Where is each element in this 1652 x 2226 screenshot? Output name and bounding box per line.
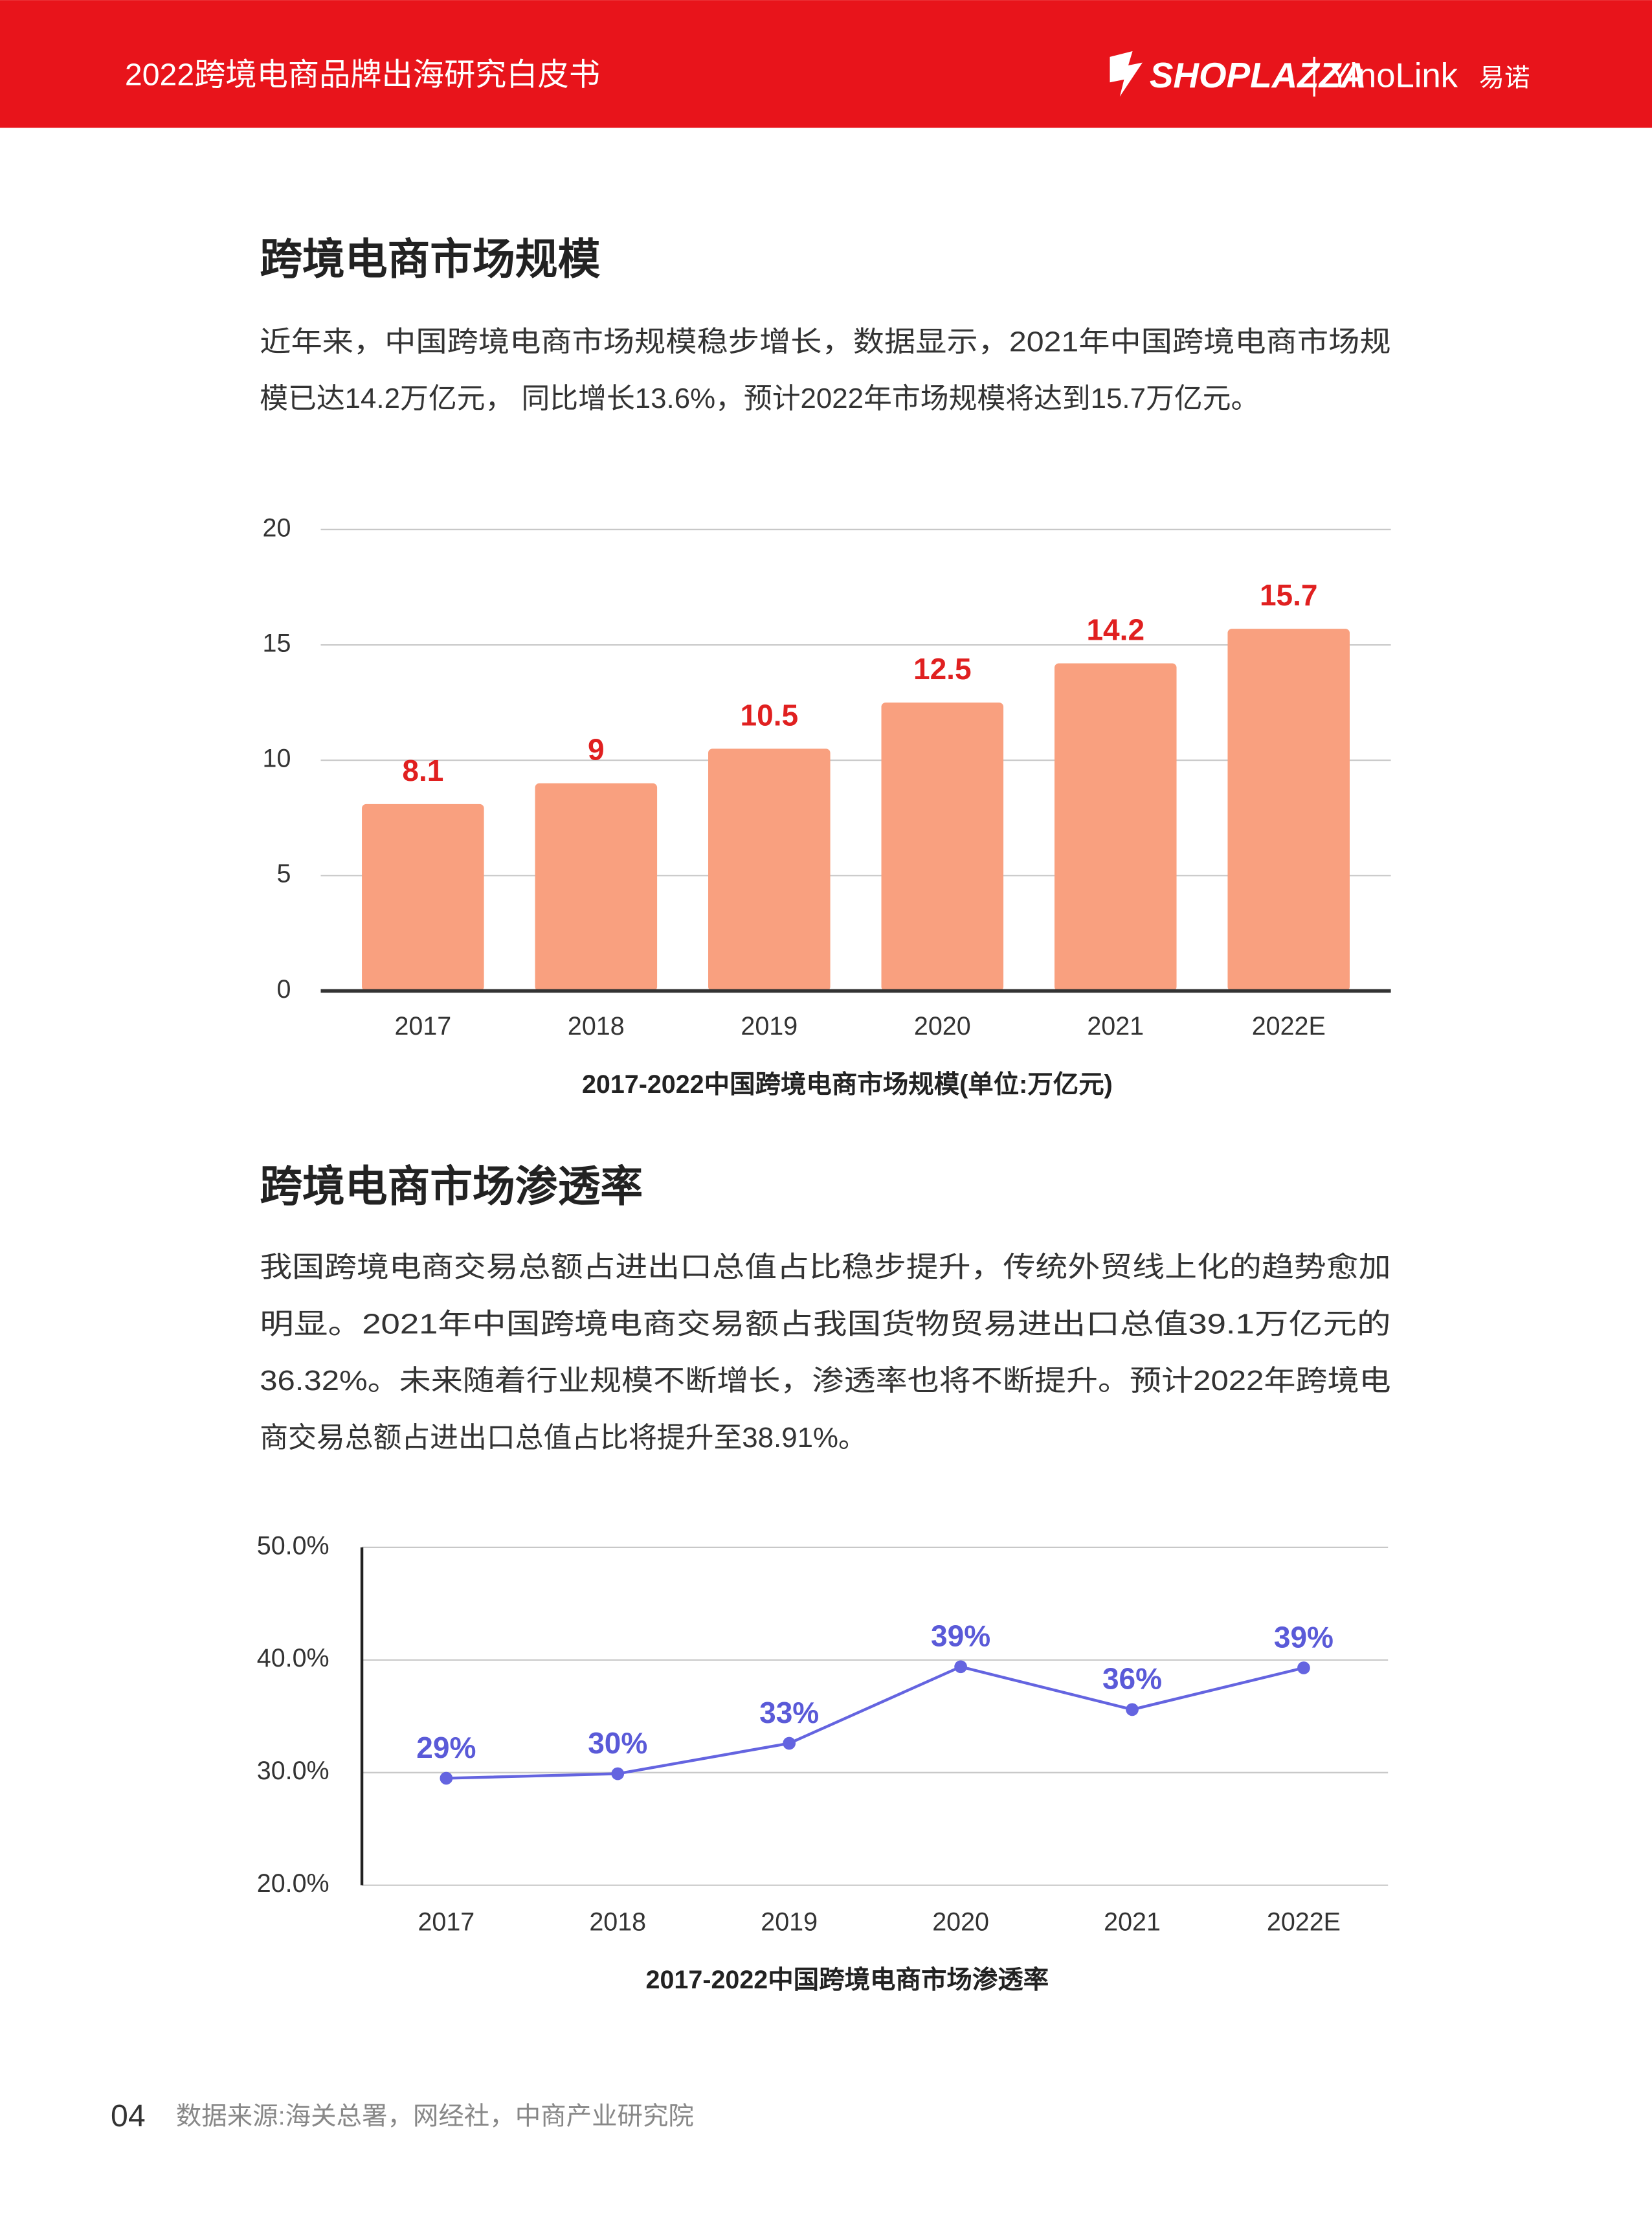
x-tick-label: 2017 xyxy=(418,1907,474,1936)
y-tick-label: 20 xyxy=(263,513,291,542)
x-tick-label: 2022E xyxy=(1252,1012,1326,1040)
section-heading: 跨境电商市场规模 xyxy=(260,235,600,283)
bar xyxy=(881,703,1004,991)
x-tick-label: 2020 xyxy=(932,1907,989,1936)
data-label: 29% xyxy=(416,1731,476,1764)
line-point xyxy=(440,1771,453,1785)
x-tick-label: 2020 xyxy=(914,1012,971,1040)
paragraph-line: 我国跨境电商交易总额占进出口总值占比稳步提升，传统外贸线上化的趋势愈加 xyxy=(260,1252,1390,1283)
bar xyxy=(535,783,658,991)
x-tick-label: 2019 xyxy=(741,1012,798,1040)
data-label: 39% xyxy=(1274,1620,1334,1654)
data-label: 12.5 xyxy=(913,652,972,686)
x-tick-label: 2019 xyxy=(761,1907,818,1936)
x-tick-label: 2021 xyxy=(1104,1907,1161,1936)
bar xyxy=(708,748,831,991)
x-tick-label: 2018 xyxy=(589,1907,646,1936)
header-bar xyxy=(0,0,1652,128)
data-label: 33% xyxy=(759,1696,819,1729)
bar xyxy=(1054,663,1177,991)
data-label: 10.5 xyxy=(741,698,799,732)
chart-caption: 2017-2022中国跨境电商市场规模(单位:万亿元) xyxy=(582,1070,1113,1099)
line-point xyxy=(783,1737,796,1750)
y-tick-label: 20.0% xyxy=(257,1869,329,1898)
header-title: 2022跨境电商品牌出海研究白皮书 xyxy=(125,57,600,92)
bar xyxy=(362,804,484,991)
logo-yinolink: YinoLink xyxy=(1328,57,1458,95)
paragraph-line: 商交易总额占进出口总值占比将提升至38.91%。 xyxy=(260,1422,867,1454)
page-number: 04 xyxy=(111,2098,146,2133)
y-tick-label: 5 xyxy=(276,860,291,888)
data-label: 39% xyxy=(931,1619,990,1653)
x-tick-label: 2017 xyxy=(394,1012,451,1040)
x-tick-label: 2018 xyxy=(568,1012,625,1040)
paragraph-line: 36.32%。未来随着行业规模不断增长，渗透率也将不断提升。预计2022年跨境电 xyxy=(260,1365,1390,1397)
line-point xyxy=(1297,1661,1310,1674)
data-label: 9 xyxy=(588,733,605,767)
data-label: 36% xyxy=(1102,1662,1162,1696)
chart-caption: 2017-2022中国跨境电商市场渗透率 xyxy=(646,1966,1049,1994)
y-tick-label: 15 xyxy=(263,629,291,657)
line-series xyxy=(446,1665,1304,1780)
data-label: 30% xyxy=(588,1726,647,1760)
logo-shoplazza: SHOPLAZZA xyxy=(1150,55,1367,95)
data-label: 8.1 xyxy=(402,754,443,787)
source-note: 数据来源:海关总署，网经社，中商产业研究院 xyxy=(176,2102,694,2131)
x-tick-label: 2022E xyxy=(1267,1907,1341,1936)
y-tick-label: 50.0% xyxy=(257,1531,329,1560)
section-heading: 跨境电商市场渗透率 xyxy=(260,1162,643,1210)
paragraph-line: 模已达14.2万亿元， 同比增长13.6%，预计2022年市场规模将达到15.7… xyxy=(260,383,1259,414)
paragraph-line: 明显。2021年中国跨境电商交易额占我国货物贸易进出口总值39.1万亿元的 xyxy=(260,1308,1390,1340)
y-tick-label: 0 xyxy=(276,975,291,1004)
x-tick-label: 2021 xyxy=(1087,1012,1144,1040)
data-label: 14.2 xyxy=(1086,613,1144,646)
y-tick-label: 30.0% xyxy=(257,1757,329,1785)
logo-yinolink-cn: 易诺 xyxy=(1479,63,1530,92)
line-point xyxy=(611,1767,625,1781)
bar xyxy=(1227,629,1350,991)
y-tick-label: 10 xyxy=(263,745,291,773)
data-label: 15.7 xyxy=(1260,578,1318,612)
logo-icon xyxy=(1110,51,1143,97)
y-tick-label: 40.0% xyxy=(257,1644,329,1672)
paragraph-line: 近年来，中国跨境电商市场规模稳步增长，数据显示，2021年中国跨境电商市场规 xyxy=(260,326,1390,357)
line-point xyxy=(1126,1703,1139,1716)
line-point xyxy=(954,1660,967,1674)
